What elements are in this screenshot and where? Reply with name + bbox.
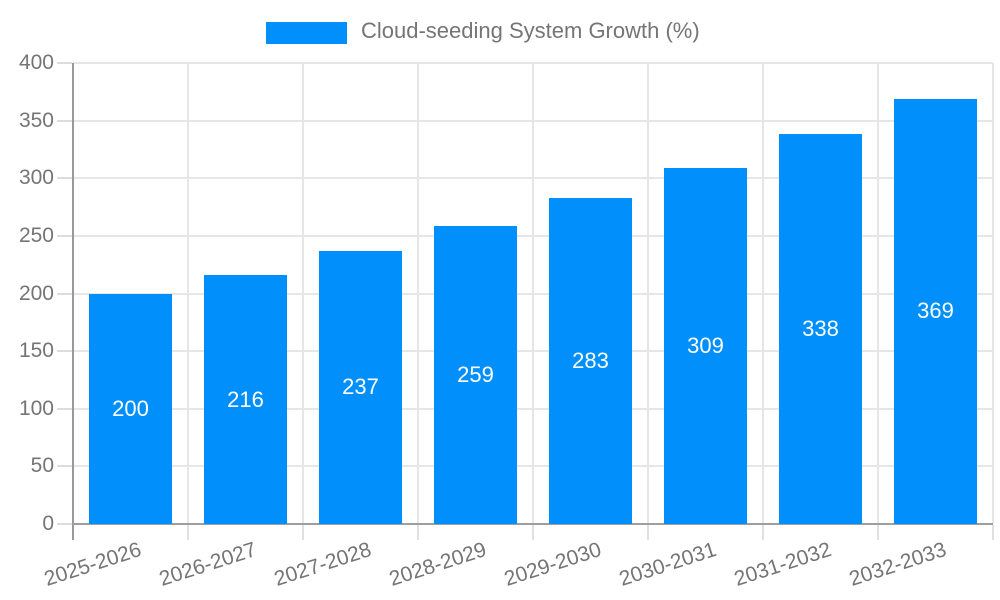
legend-label: Cloud-seeding System Growth (%) — [361, 18, 700, 43]
x-axis-line — [73, 523, 993, 525]
bar-value-label: 338 — [802, 316, 839, 342]
bar-2028-2029[interactable] — [434, 225, 517, 524]
bar-value-label: 200 — [112, 395, 149, 421]
plot-area: 200 216 237 259 283 309 338 369 — [72, 62, 994, 540]
vertical-gridline — [417, 63, 419, 524]
x-axis-tick — [992, 525, 994, 540]
vertical-gridline — [762, 63, 764, 524]
y-axis-tick-label: 300 — [18, 166, 54, 190]
y-axis-tick — [57, 62, 72, 64]
bar-value-label: 309 — [687, 332, 724, 358]
x-axis-tick — [762, 525, 764, 540]
y-axis-tick — [57, 350, 72, 353]
y-axis-tick — [57, 177, 72, 180]
bar-value-label: 237 — [342, 374, 379, 400]
y-axis-tick — [57, 465, 72, 468]
vertical-gridline — [187, 63, 189, 524]
y-axis-tick-label: 100 — [18, 396, 54, 420]
y-axis-tick-label: 200 — [18, 281, 54, 305]
y-axis-tick-label: 150 — [18, 339, 54, 363]
x-axis-tick — [187, 525, 189, 540]
vertical-gridline — [647, 63, 649, 524]
y-axis-tick-label: 350 — [18, 108, 54, 132]
x-axis-tick — [302, 525, 304, 540]
vertical-gridline — [302, 63, 304, 524]
bar-2030-2031[interactable] — [664, 167, 747, 524]
vertical-gridline — [992, 63, 994, 524]
y-axis-tick — [57, 234, 72, 237]
x-axis-tick — [877, 525, 879, 540]
y-axis-tick — [57, 119, 72, 122]
bar-2029-2030[interactable] — [549, 197, 632, 524]
bar-value-label: 283 — [572, 347, 609, 373]
y-axis-line — [72, 63, 74, 540]
x-axis-tick — [417, 525, 419, 540]
bar-2027-2028[interactable] — [319, 250, 402, 524]
y-axis-tick — [57, 407, 72, 410]
bar-2025-2026[interactable] — [89, 293, 172, 524]
bar-2026-2027[interactable] — [204, 275, 287, 524]
legend-item[interactable]: Cloud-seeding System Growth (%) — [266, 18, 700, 44]
vertical-gridline — [877, 63, 879, 524]
legend-swatch — [266, 21, 347, 44]
x-axis-tick — [647, 525, 649, 540]
y-axis-tick-label: 250 — [18, 223, 54, 247]
y-axis-tick-label: 50 — [30, 454, 54, 478]
x-axis-tick — [532, 525, 534, 540]
legend: Cloud-seeding System Growth (%) — [0, 18, 1000, 46]
y-axis-tick-label: 0 — [42, 512, 54, 535]
bar-value-label: 369 — [917, 298, 954, 324]
bar-value-label: 216 — [227, 386, 264, 412]
y-axis-tick — [57, 292, 72, 295]
y-axis-tick-label: 400 — [18, 51, 54, 74]
bar-2032-2033[interactable] — [894, 98, 977, 524]
y-axis-tick — [57, 523, 72, 525]
vertical-gridline — [532, 63, 534, 524]
bar-2031-2032[interactable] — [779, 134, 862, 524]
bar-value-label: 259 — [457, 361, 494, 387]
